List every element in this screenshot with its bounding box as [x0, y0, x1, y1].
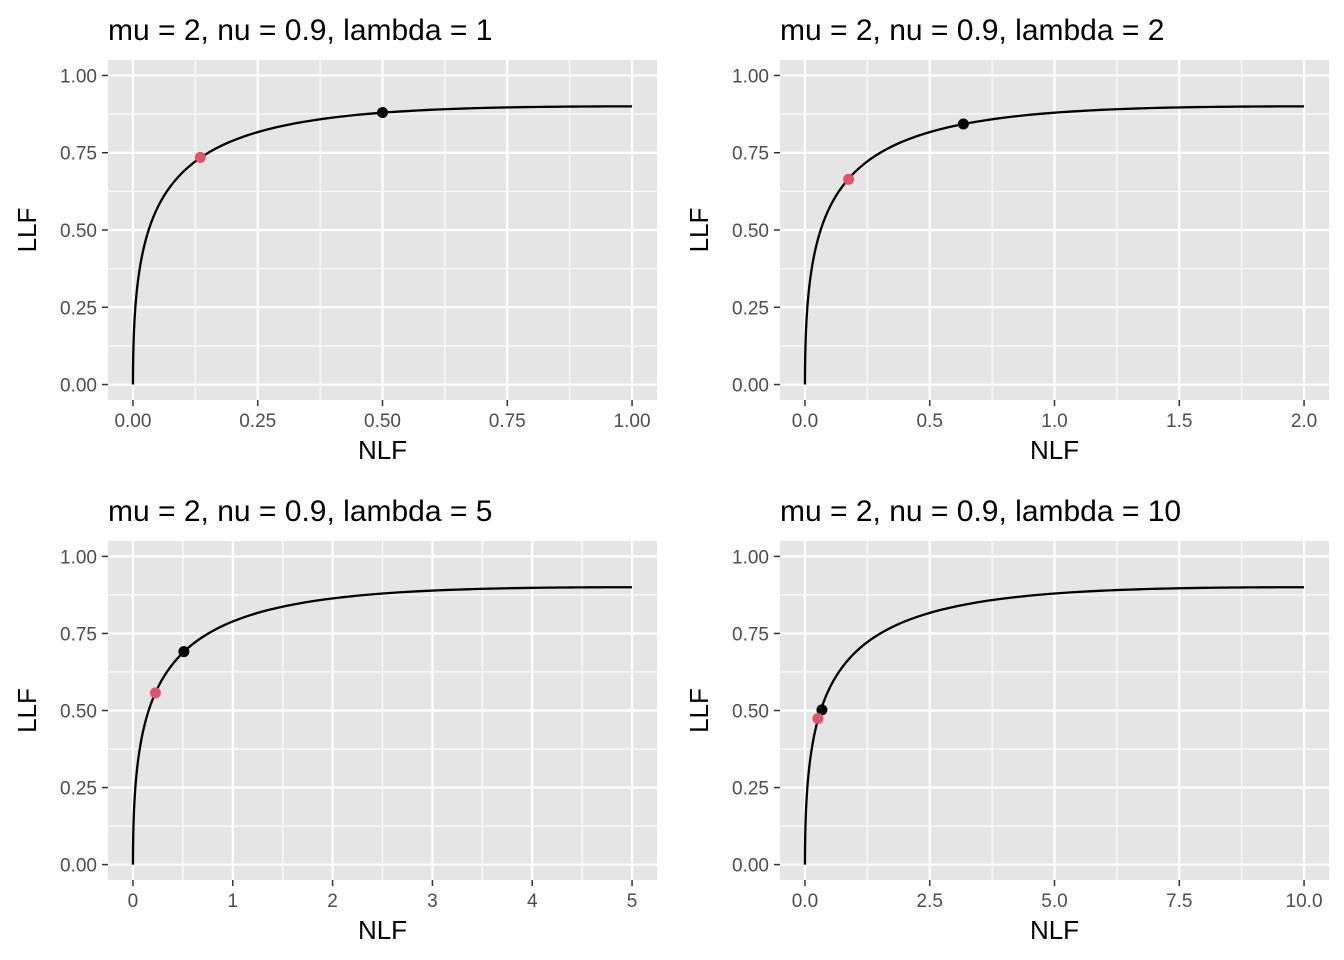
y-axis-label: LLF — [12, 208, 42, 253]
x-tick-label: 1.5 — [1166, 411, 1192, 432]
y-tick-label: 0.25 — [60, 298, 97, 319]
operating-point-2 — [843, 173, 855, 185]
x-tick-label: 1 — [227, 891, 238, 912]
y-tick-label: 0.50 — [60, 702, 97, 723]
operating-point-1 — [377, 107, 388, 119]
panel-4: 0.0 2.5 5.0 7.5 10.0 0.00 0.25 0.50 0.75 1.00 mu =… — [684, 495, 1329, 945]
operating-point-2 — [194, 151, 206, 163]
panel-3: 0 1 2 3 4 5 0.00 0.25 0.50 0.75 1.00 mu = 2, nu = 0… — [12, 495, 657, 945]
y-tick-label: 1.00 — [60, 547, 97, 568]
x-tick-label: 1.0 — [1041, 411, 1067, 432]
x-tick-label: 1.00 — [614, 411, 651, 432]
x-tick-label: 7.5 — [1166, 891, 1192, 912]
y-tick-label: 0.50 — [732, 221, 769, 242]
x-tick-label: 0.5 — [917, 411, 943, 432]
x-tick-label: 0.0 — [792, 891, 818, 912]
operating-point-2 — [149, 687, 161, 699]
x-tick-label: 4 — [527, 891, 538, 912]
y-tick-label: 1.00 — [732, 66, 769, 87]
y-tick-label: 0.00 — [60, 376, 97, 397]
x-tick-label: 0.50 — [364, 411, 401, 432]
x-axis-label: NLF — [1030, 435, 1079, 465]
x-axis-label: NLF — [358, 435, 407, 465]
froc-curve — [803, 586, 1305, 865]
y-tick-label: 0.50 — [60, 221, 97, 242]
y-tick-label: 0.75 — [60, 624, 97, 645]
x-tick-label: 2 — [327, 891, 338, 912]
y-tick-label: 0.75 — [732, 144, 769, 165]
panel-title: mu = 2, nu = 0.9, lambda = 2 — [780, 14, 1164, 47]
x-tick-label: 0.25 — [239, 411, 276, 432]
y-tick-label: 0.25 — [60, 779, 97, 800]
x-tick-label: 2.5 — [917, 891, 943, 912]
x-tick-label: 0 — [128, 891, 139, 912]
x-tick-label: 0.0 — [792, 411, 818, 432]
x-tick-label: 2.0 — [1291, 411, 1317, 432]
panel-title: mu = 2, nu = 0.9, lambda = 10 — [780, 495, 1181, 528]
operating-point-1 — [178, 646, 190, 658]
y-tick-label: 0.75 — [732, 624, 769, 645]
y-tick-label: 0.75 — [60, 144, 97, 165]
x-tick-label: 0.00 — [114, 411, 151, 432]
x-tick-label: 5.0 — [1041, 891, 1067, 912]
froc-curve — [803, 105, 1305, 385]
y-tick-label: 0.50 — [732, 702, 769, 723]
panel-title: mu = 2, nu = 0.9, lambda = 1 — [108, 14, 492, 47]
x-axis-label: NLF — [358, 915, 407, 945]
y-tick-label: 0.00 — [732, 856, 769, 877]
x-tick-label: 0.75 — [489, 411, 526, 432]
x-tick-label: 10.0 — [1286, 891, 1323, 912]
x-tick-label: 3 — [427, 891, 438, 912]
y-tick-label: 0.00 — [60, 856, 97, 877]
x-axis-label: NLF — [1030, 915, 1079, 945]
y-axis-label: LLF — [12, 688, 42, 733]
y-tick-label: 1.00 — [60, 66, 97, 87]
panel-title: mu = 2, nu = 0.9, lambda = 5 — [108, 495, 492, 528]
froc-curve — [131, 105, 633, 385]
froc-curve — [131, 586, 633, 865]
y-tick-label: 0.25 — [732, 298, 769, 319]
x-tick-label: 5 — [627, 891, 638, 912]
y-axis-label: LLF — [684, 208, 714, 253]
y-tick-label: 0.25 — [732, 779, 769, 800]
operating-point-2 — [812, 713, 824, 725]
y-tick-label: 0.00 — [732, 376, 769, 397]
operating-point-1 — [957, 118, 969, 130]
operating-point-1 — [816, 704, 828, 716]
panel-2: 0.0 0.5 1.0 1.5 2.0 0.00 0.25 0.50 0.75 1.00 mu = … — [684, 14, 1329, 465]
panel-1: 0.00 0.25 0.50 0.75 1.00 0.00 0.25 0.50 0.75 1.00… — [12, 14, 657, 465]
y-tick-label: 1.00 — [732, 547, 769, 568]
y-axis-label: LLF — [684, 688, 714, 733]
